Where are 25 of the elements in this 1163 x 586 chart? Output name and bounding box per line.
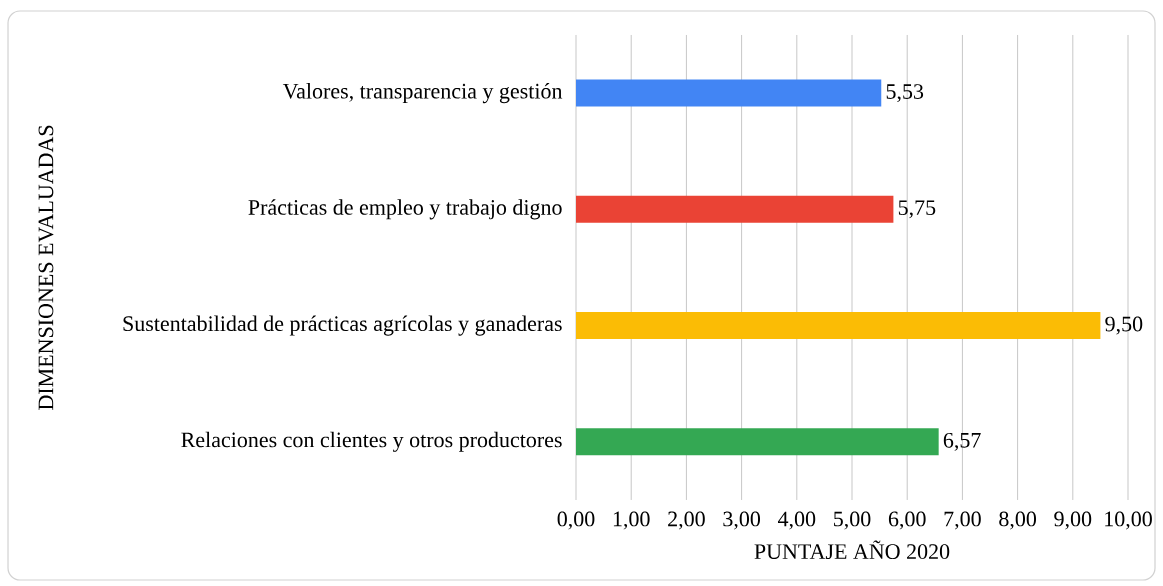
bar: [576, 79, 882, 107]
x-tick-label: 2,00: [668, 511, 705, 530]
y-tick-label: Sustentabilidad de prácticas agrícolas y ganaderas: [123, 315, 562, 336]
bar: [576, 195, 894, 223]
y-tick-label: Valores, transparencia y gestión: [282, 83, 563, 104]
y-tick-label: Prácticas de empleo y trabajo digno: [248, 199, 562, 220]
bar: [576, 312, 1101, 340]
x-axis-title: PUNTAJE AÑO 2020: [754, 540, 950, 560]
data-label: 6,57: [943, 432, 981, 451]
x-tick-label: 4,00: [777, 511, 816, 530]
data-label: 5,75: [898, 200, 936, 219]
x-tick-label: 3,00: [723, 511, 761, 530]
data-label: 9,50: [1105, 316, 1143, 335]
x-tick-label: 7,00: [944, 511, 981, 530]
y-axis-title: DIMENSIONES EVALUADAS: [38, 125, 54, 410]
y-tick-label: Relaciones con clientes y otros productores: [181, 431, 562, 452]
bar: [576, 428, 939, 456]
x-tick-label: 0,00: [557, 511, 595, 530]
x-tick-label: 8,00: [999, 511, 1037, 530]
x-tick-label: 6,00: [888, 511, 926, 530]
x-tick-label: 9,00: [1054, 511, 1092, 530]
x-tick-label: 5,00: [834, 511, 871, 530]
x-tick-label: 1,00: [613, 511, 650, 530]
data-label: 5,53: [886, 84, 924, 103]
x-tick-label: 10,00: [1105, 511, 1152, 530]
